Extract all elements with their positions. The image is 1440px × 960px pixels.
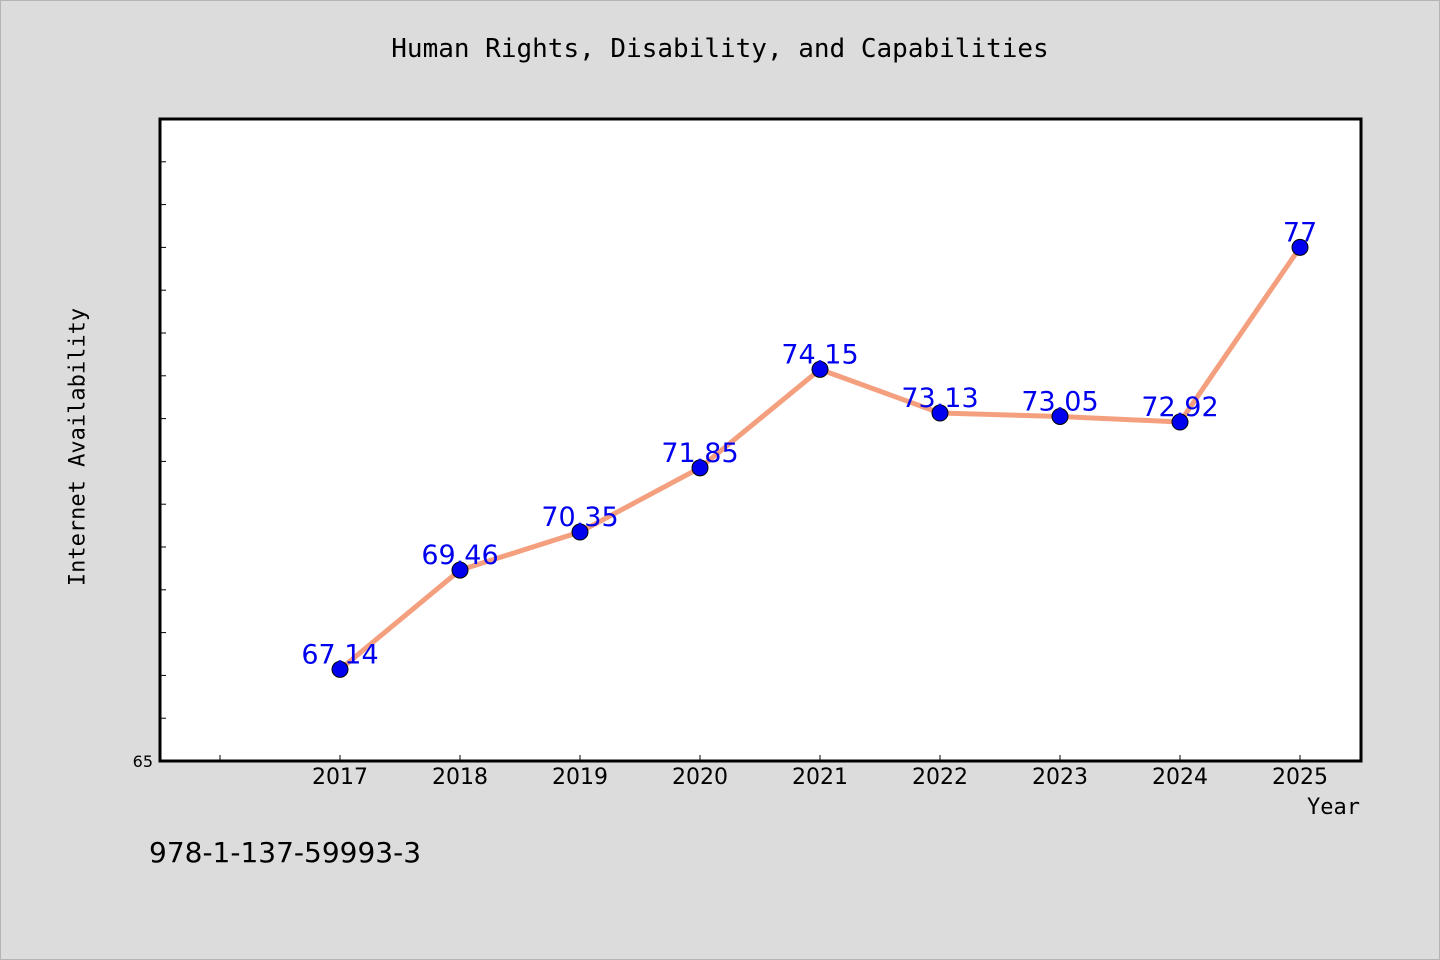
x-tick-label: 2021: [792, 765, 848, 790]
data-point: [571, 523, 589, 541]
data-label: 72.92: [1141, 392, 1218, 423]
data-point: [1291, 238, 1309, 256]
data-label: 71.85: [661, 438, 738, 469]
y-tick-label: 65: [133, 752, 153, 771]
data-point: [691, 459, 709, 477]
data-point: [331, 660, 349, 678]
data-point: [931, 404, 949, 422]
data-label: 67.14: [301, 639, 378, 670]
x-tick-label: 2022: [912, 765, 968, 790]
plot-border: [158, 117, 1363, 763]
x-tick-label: 2018: [432, 765, 488, 790]
isbn-text: 978-1-137-59993-3: [149, 836, 422, 869]
data-label: 74.15: [781, 339, 858, 370]
data-label: 73.13: [901, 383, 978, 414]
data-point: [451, 561, 469, 579]
data-point: [1171, 413, 1189, 431]
data-label: 73.05: [1021, 386, 1098, 417]
x-tick-label: 2019: [552, 765, 608, 790]
data-point: [811, 360, 829, 378]
data-label: 69.46: [421, 540, 498, 571]
data-label: 77: [1283, 217, 1317, 248]
x-axis-label: Year: [1307, 795, 1360, 820]
data-point: [1051, 407, 1069, 425]
x-axis-ticks: 2017 2018 2019 2020 2021 2022 2023 2024 2025: [219, 755, 1328, 790]
series: 67.14 69.46 70.35 71.85 74.15 73.13 73.05 72.92…: [301, 217, 1317, 678]
x-tick-label: 2020: [672, 765, 728, 790]
x-tick-label: 2017: [312, 765, 368, 790]
data-label: 70.35: [541, 502, 618, 533]
x-tick-label: 2024: [1152, 765, 1208, 790]
x-tick-label: 2025: [1272, 765, 1328, 790]
x-tick-label: 2023: [1032, 765, 1088, 790]
chart-title: Human Rights, Disability, and Capabiliti…: [391, 34, 1049, 64]
